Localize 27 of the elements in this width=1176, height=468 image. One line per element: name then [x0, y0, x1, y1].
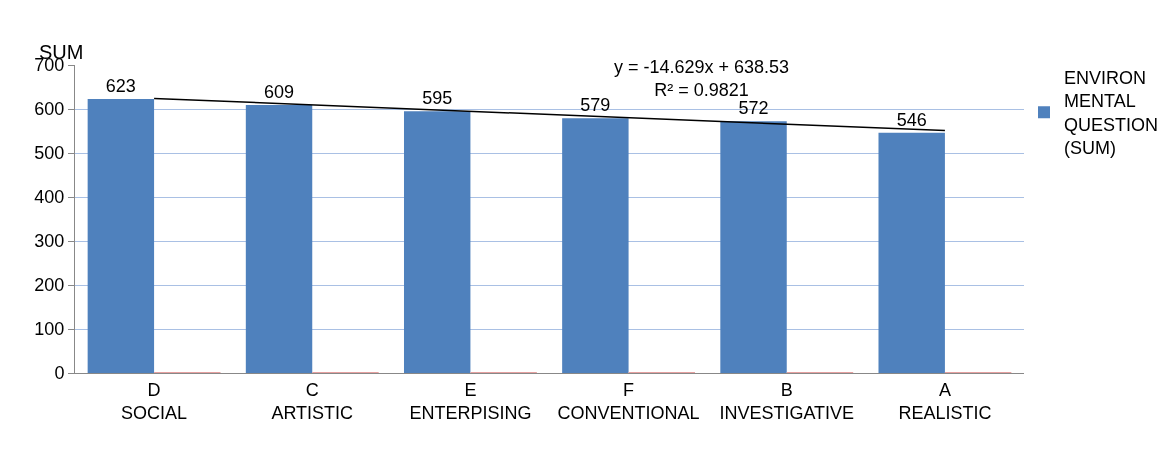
x-tick-label: A REALISTIC — [898, 379, 992, 423]
y-tick-label: 300 — [34, 231, 65, 252]
data-label: 623 — [105, 75, 136, 96]
y-tick-label: 400 — [34, 187, 65, 208]
y-tick-label: 100 — [34, 319, 65, 340]
data-label: 546 — [896, 109, 927, 130]
bar — [403, 111, 471, 373]
x-tick-label: C ARTISTIC — [271, 379, 354, 423]
y-tick-label: 200 — [34, 275, 65, 296]
bar — [562, 118, 629, 373]
data-label: 579 — [580, 95, 611, 116]
bar — [720, 121, 787, 373]
bar — [878, 132, 945, 373]
x-tick-label: F CONVENTIONAL — [557, 379, 700, 423]
y-tick-label: 0 — [54, 363, 65, 384]
data-label: 572 — [738, 98, 769, 119]
legend-label: ENVIRON MENTAL QUESTION (SUM) — [1064, 68, 1159, 159]
annotation: y = -14.629x + 638.53 R² = 0.9821 — [614, 57, 790, 101]
bar — [87, 98, 155, 373]
x-tick-label: D SOCIAL — [121, 379, 188, 423]
x-tick-label: E ENTERPISING — [409, 379, 532, 423]
y-tick-label: 600 — [34, 99, 65, 120]
data-label: 609 — [264, 82, 295, 103]
bar — [245, 105, 313, 373]
data-label: 595 — [422, 88, 453, 109]
y-tick-label: 500 — [34, 143, 65, 164]
x-tick-label: B INVESTIGATIVE — [719, 379, 855, 423]
